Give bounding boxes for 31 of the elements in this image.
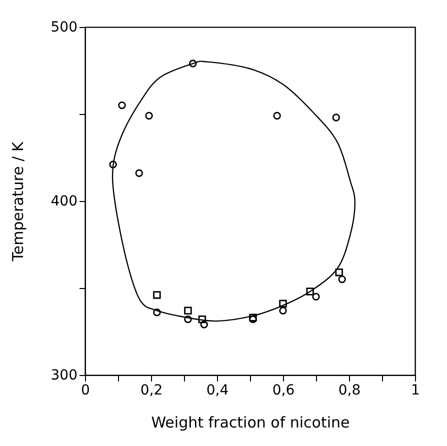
y-tick-label: 300 bbox=[50, 368, 78, 384]
point bbox=[306, 288, 314, 296]
point bbox=[249, 314, 257, 322]
point bbox=[109, 160, 117, 168]
point bbox=[184, 306, 192, 314]
point bbox=[135, 169, 143, 178]
point bbox=[335, 268, 343, 276]
point bbox=[145, 112, 153, 120]
y-tick-label: 500 bbox=[50, 20, 78, 36]
y-tick-label: 400 bbox=[50, 194, 78, 210]
x-tick-label: 1 bbox=[411, 382, 420, 398]
point bbox=[332, 114, 340, 122]
point bbox=[200, 320, 208, 328]
x-tick-label: 0 bbox=[81, 382, 90, 398]
point bbox=[279, 300, 287, 308]
point bbox=[338, 275, 346, 284]
x-tick-label: 0,2 bbox=[140, 382, 163, 398]
x-axis-title: Weight fraction of nicotine bbox=[151, 414, 350, 432]
x-tick-label: 0,6 bbox=[272, 382, 295, 398]
point bbox=[198, 315, 206, 324]
y-axis-title: Temperature / K bbox=[8, 140, 27, 262]
point bbox=[184, 315, 192, 324]
point bbox=[118, 101, 126, 110]
x-tick-label: 0,8 bbox=[338, 382, 361, 398]
x-tick-label: 0,4 bbox=[206, 382, 229, 398]
point bbox=[189, 60, 197, 68]
point bbox=[312, 292, 320, 301]
point bbox=[153, 308, 161, 316]
point bbox=[273, 112, 281, 120]
point bbox=[279, 306, 287, 314]
point bbox=[153, 291, 161, 299]
